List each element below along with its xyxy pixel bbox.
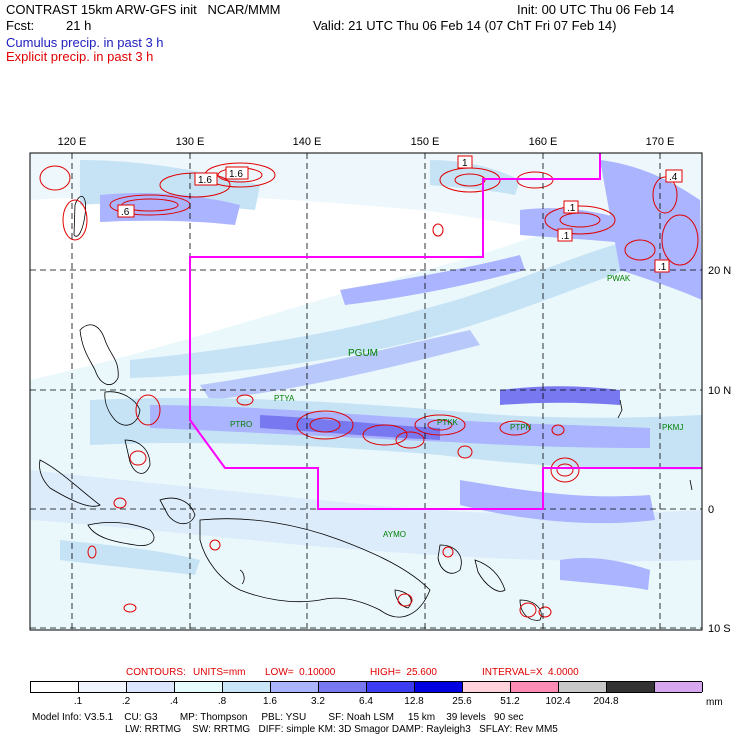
colorbar-swatch xyxy=(175,682,223,692)
colorbar-tick-label: 102.4 xyxy=(545,696,571,707)
colorbar xyxy=(30,681,703,693)
station-label: PGUM xyxy=(348,348,378,359)
latitude-labels: 20 N 10 N 0 10 S xyxy=(708,265,731,635)
region-boundary xyxy=(189,153,702,510)
colorbar-swatch xyxy=(463,682,511,692)
contour-label: .1 xyxy=(567,203,576,214)
colorbar-swatch xyxy=(79,682,127,692)
contour-value-labels: 1 1.6 1.6 .6 .1 .1 .4 .1 xyxy=(117,155,683,273)
colorbar-swatch xyxy=(271,682,319,692)
colorbar-swatch xyxy=(559,682,607,692)
lat-label: 10 S xyxy=(708,623,731,635)
longitude-labels: 120 E 130 E 140 E 150 E 160 E 170 E xyxy=(58,136,675,148)
contour-label: 1 xyxy=(462,158,468,169)
valid-time: Valid: 21 UTC Thu 06 Feb 14 (07 ChT Fri … xyxy=(313,18,617,33)
colorbar-tick-label: 3.2 xyxy=(311,696,325,707)
title-left: CONTRAST 15km ARW-GFS init NCAR/MMM xyxy=(6,2,281,17)
model-info-line1: Model Info: V3.5.1 CU: G3 MP: Thompson P… xyxy=(32,712,524,723)
lon-label: 160 E xyxy=(529,136,558,148)
colorbar-tick-label: 51.2 xyxy=(500,696,520,707)
cumulus-precip-field xyxy=(30,153,702,630)
contours-high: HIGH= 25.600 xyxy=(370,667,437,678)
colorbar-tick-label: .1 xyxy=(73,696,83,707)
colorbar-swatch xyxy=(607,682,655,692)
station-label: PTPN xyxy=(510,423,532,432)
colorbar-tick-label: 6.4 xyxy=(359,696,373,707)
lat-label: 0 xyxy=(708,504,714,516)
colorbar-tick-label: .8 xyxy=(217,696,227,707)
station-labels: PGUM PTYA PTRO PTKK PTPN PKMJ PWAK AYMO xyxy=(230,274,683,539)
contour-label: .6 xyxy=(121,207,130,218)
lon-label: 170 E xyxy=(646,136,675,148)
contours-interval: INTERVAL=X 4.0000 xyxy=(482,667,579,678)
contours-label: CONTOURS: xyxy=(126,667,186,678)
lon-label: 140 E xyxy=(293,136,322,148)
contour-label: 1.6 xyxy=(229,169,243,180)
lon-label: 150 E xyxy=(411,136,440,148)
init-time: Init: 00 UTC Thu 06 Feb 14 xyxy=(517,2,675,17)
colorbar-tick-label: 204.8 xyxy=(593,696,619,707)
map-frame xyxy=(29,152,703,631)
station-label: PWAK xyxy=(607,274,631,283)
coastlines xyxy=(39,195,693,621)
contour-label: .1 xyxy=(658,262,667,273)
colorbar-swatch xyxy=(31,682,79,692)
lon-label: 120 E xyxy=(58,136,87,148)
contours-units: UNITS=mm xyxy=(193,667,246,678)
colorbar-swatch xyxy=(415,682,463,692)
fcst-value: 21 h xyxy=(66,18,92,33)
lat-label: 10 N xyxy=(708,385,731,397)
cumulus-label: Cumulus precip. in past 3 h xyxy=(6,35,164,50)
colorbar-swatch xyxy=(319,682,367,692)
contour-label: .4 xyxy=(669,172,678,183)
colorbar-tick-label: 25.6 xyxy=(452,696,472,707)
station-label: PTKK xyxy=(437,418,459,427)
station-label: PTRO xyxy=(230,420,252,429)
lon-label: 130 E xyxy=(176,136,205,148)
colorbar-swatch xyxy=(367,682,415,692)
explicit-label: Explicit precip. in past 3 h xyxy=(6,49,154,64)
colorbar-swatch xyxy=(511,682,559,692)
colorbar-unit: mm xyxy=(706,697,723,708)
contour-label: 1.6 xyxy=(198,175,212,186)
colorbar-swatch xyxy=(127,682,175,692)
station-label: AYMO xyxy=(383,530,406,539)
contours-low: LOW= 0.10000 xyxy=(265,667,336,678)
station-label: PKMJ xyxy=(662,423,683,432)
contour-label: .1 xyxy=(561,231,570,242)
colorbar-swatch xyxy=(223,682,271,692)
lat-label: 20 N xyxy=(708,265,731,277)
colorbar-tick-label: 1.6 xyxy=(263,696,277,707)
fcst-label: Fcst: xyxy=(6,18,35,33)
station-label: PTYA xyxy=(274,394,295,403)
model-info-line2: LW: RRTMG SW: RRTMG DIFF: simple KM: 3D … xyxy=(125,724,558,735)
colorbar-tick-label: .2 xyxy=(121,696,131,707)
colorbar-tick-label: 12.8 xyxy=(404,696,424,707)
colorbar-swatch xyxy=(655,682,703,692)
colorbar-tick-label: .4 xyxy=(169,696,179,707)
